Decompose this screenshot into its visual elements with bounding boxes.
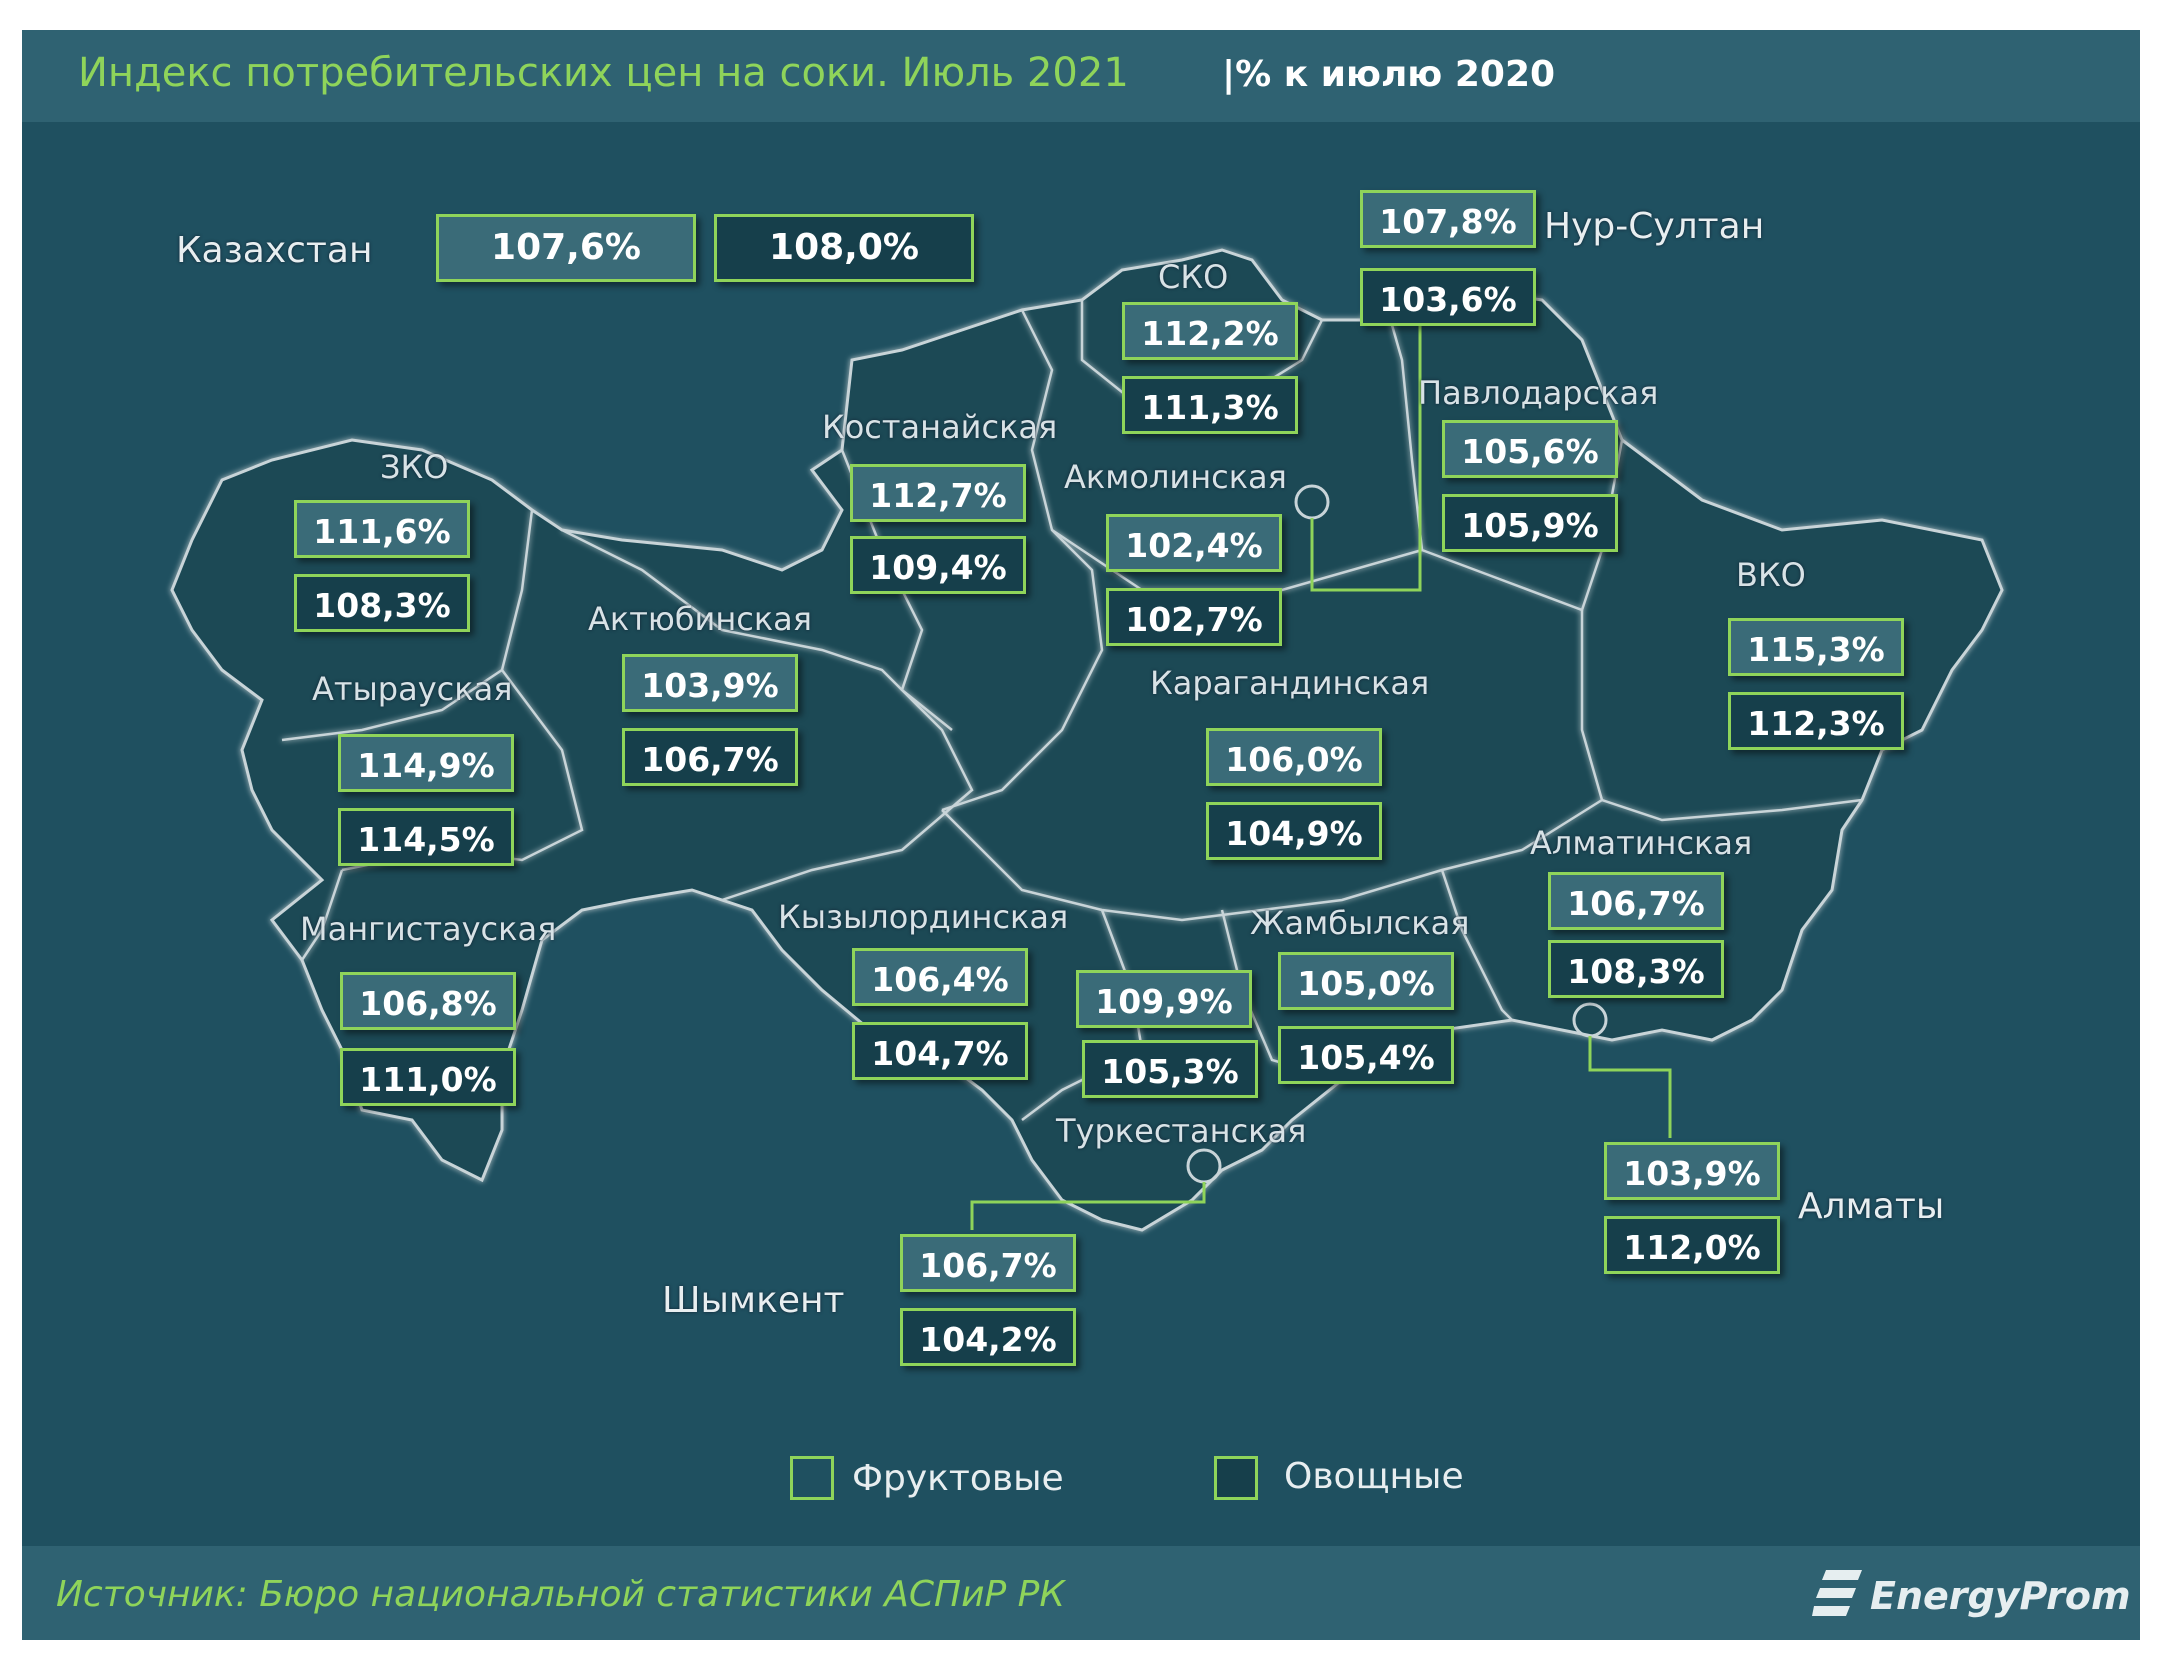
header-bar: Индекс потребительских цен на соки. Июль… bbox=[22, 30, 2140, 122]
region-label-turkestan: Туркестанская bbox=[1056, 1112, 1307, 1150]
region-label-kyzylorda: Кызылординская bbox=[778, 898, 1069, 936]
kazakhstan-label: Казахстан bbox=[176, 230, 373, 271]
region-label-zko: ЗКО bbox=[380, 448, 449, 486]
region-veg-value-turkestan: 105,3% bbox=[1082, 1040, 1258, 1098]
leader-lines bbox=[970, 302, 1672, 1230]
chart-subtitle: |% к июлю 2020 bbox=[1222, 54, 1556, 95]
nur-sultan-leader bbox=[1310, 302, 1422, 592]
region-veg-value-zko: 108,3% bbox=[294, 574, 470, 632]
region-label-almaty: Алматы bbox=[1798, 1186, 1945, 1227]
region-veg-value-vko: 112,3% bbox=[1728, 692, 1904, 750]
border-akmola bbox=[941, 309, 1104, 812]
region-fruit-value-zhambyl: 105,0% bbox=[1278, 952, 1454, 1010]
region-veg-value-almaty: 112,0% bbox=[1604, 1216, 1780, 1274]
region-fruit-value-akmola: 102,4% bbox=[1106, 514, 1282, 572]
region-label-atyrau: Атырауская bbox=[312, 670, 513, 708]
almaty-leader bbox=[1588, 1036, 1672, 1138]
region-veg-value-atyrau: 114,5% bbox=[338, 808, 514, 866]
region-fruit-value-kyzylorda: 106,4% bbox=[852, 948, 1028, 1006]
region-veg-value-mangistau: 111,0% bbox=[340, 1048, 516, 1106]
region-veg-value-karaganda: 104,9% bbox=[1206, 802, 1382, 860]
logo-mark-icon bbox=[1812, 1570, 1862, 1616]
border-almaty-oblast bbox=[1440, 869, 1513, 1021]
region-fruit-value-pavlodar: 105,6% bbox=[1442, 420, 1618, 478]
legend-fruit-swatch bbox=[790, 1456, 834, 1500]
border-vko bbox=[1580, 610, 1863, 822]
region-label-kostanay: Костанайская bbox=[822, 408, 1058, 446]
kazakhstan-veg-value: 108,0% bbox=[714, 214, 974, 282]
region-fruit-value-aktobe: 103,9% bbox=[622, 654, 798, 712]
footer-bar: Источник: Бюро национальной статистики А… bbox=[22, 1546, 2140, 1640]
region-fruit-value-zko: 111,6% bbox=[294, 500, 470, 558]
region-label-zhambyl: Жамбылская bbox=[1250, 904, 1470, 942]
region-label-pavlodar: Павлодарская bbox=[1418, 374, 1659, 412]
region-fruit-value-karaganda: 106,0% bbox=[1206, 728, 1382, 786]
border-zko bbox=[281, 509, 534, 742]
legend-veg-swatch bbox=[1214, 1456, 1258, 1500]
energyprom-logo: EnergyProm bbox=[1812, 1566, 2131, 1622]
legend-fruit-label: Фруктовые bbox=[852, 1458, 1064, 1499]
region-fruit-value-almatyobl: 106,7% bbox=[1548, 872, 1724, 930]
border-mangistau bbox=[300, 869, 344, 961]
region-veg-value-zhambyl: 105,4% bbox=[1278, 1026, 1454, 1084]
region-fruit-value-atyrau: 114,9% bbox=[338, 734, 514, 792]
region-label-almatyobl: Алматинская bbox=[1530, 824, 1753, 862]
region-veg-value-kyzylorda: 104,7% bbox=[852, 1022, 1028, 1080]
region-fruit-value-mangistau: 106,8% bbox=[340, 972, 516, 1030]
region-veg-value-pavlodar: 105,9% bbox=[1442, 494, 1618, 552]
border-kyzylorda bbox=[941, 798, 1603, 922]
region-fruit-value-shymkent: 106,7% bbox=[900, 1234, 1076, 1292]
region-veg-value-nursultan: 103,6% bbox=[1360, 268, 1536, 326]
shymkent-leader bbox=[970, 1182, 1206, 1230]
region-label-sko: СКО bbox=[1158, 258, 1229, 296]
legend-veg-label: Овощные bbox=[1284, 1456, 1464, 1497]
region-fruit-value-kostanay: 112,7% bbox=[850, 464, 1026, 522]
region-label-shymkent: Шымкент bbox=[662, 1280, 845, 1321]
region-fruit-value-turkestan: 109,9% bbox=[1076, 970, 1252, 1028]
region-veg-value-almatyobl: 108,3% bbox=[1548, 940, 1724, 998]
infographic-frame: Индекс потребительских цен на соки. Июль… bbox=[22, 30, 2140, 1640]
region-veg-value-akmola: 102,7% bbox=[1106, 588, 1282, 646]
region-fruit-value-nursultan: 107,8% bbox=[1360, 190, 1536, 248]
region-label-karaganda: Карагандинская bbox=[1150, 664, 1430, 702]
region-veg-value-kostanay: 109,4% bbox=[850, 536, 1026, 594]
border-pavlodar bbox=[1380, 289, 1624, 612]
region-label-mangistau: Мангистауская bbox=[300, 910, 557, 948]
region-veg-value-shymkent: 104,2% bbox=[900, 1308, 1076, 1366]
chart-title: Индекс потребительских цен на соки. Июль… bbox=[78, 50, 1129, 96]
logo-text: EnergyProm bbox=[1870, 1574, 2131, 1618]
region-fruit-value-almaty: 103,9% bbox=[1604, 1142, 1780, 1200]
border-aktobe bbox=[561, 528, 974, 902]
region-fruit-value-sko: 112,2% bbox=[1122, 302, 1298, 360]
region-label-nursultan: Нур-Султан bbox=[1544, 206, 1765, 247]
region-label-akmola: Акмолинская bbox=[1064, 458, 1287, 496]
region-label-aktobe: Актюбинская bbox=[588, 600, 813, 638]
kazakhstan-fruit-value: 107,6% bbox=[436, 214, 696, 282]
source-note: Источник: Бюро национальной статистики А… bbox=[56, 1574, 1065, 1615]
region-veg-value-aktobe: 106,7% bbox=[622, 728, 798, 786]
region-fruit-value-vko: 115,3% bbox=[1728, 618, 1904, 676]
region-veg-value-sko: 111,3% bbox=[1122, 376, 1298, 434]
region-label-vko: ВКО bbox=[1736, 556, 1806, 594]
